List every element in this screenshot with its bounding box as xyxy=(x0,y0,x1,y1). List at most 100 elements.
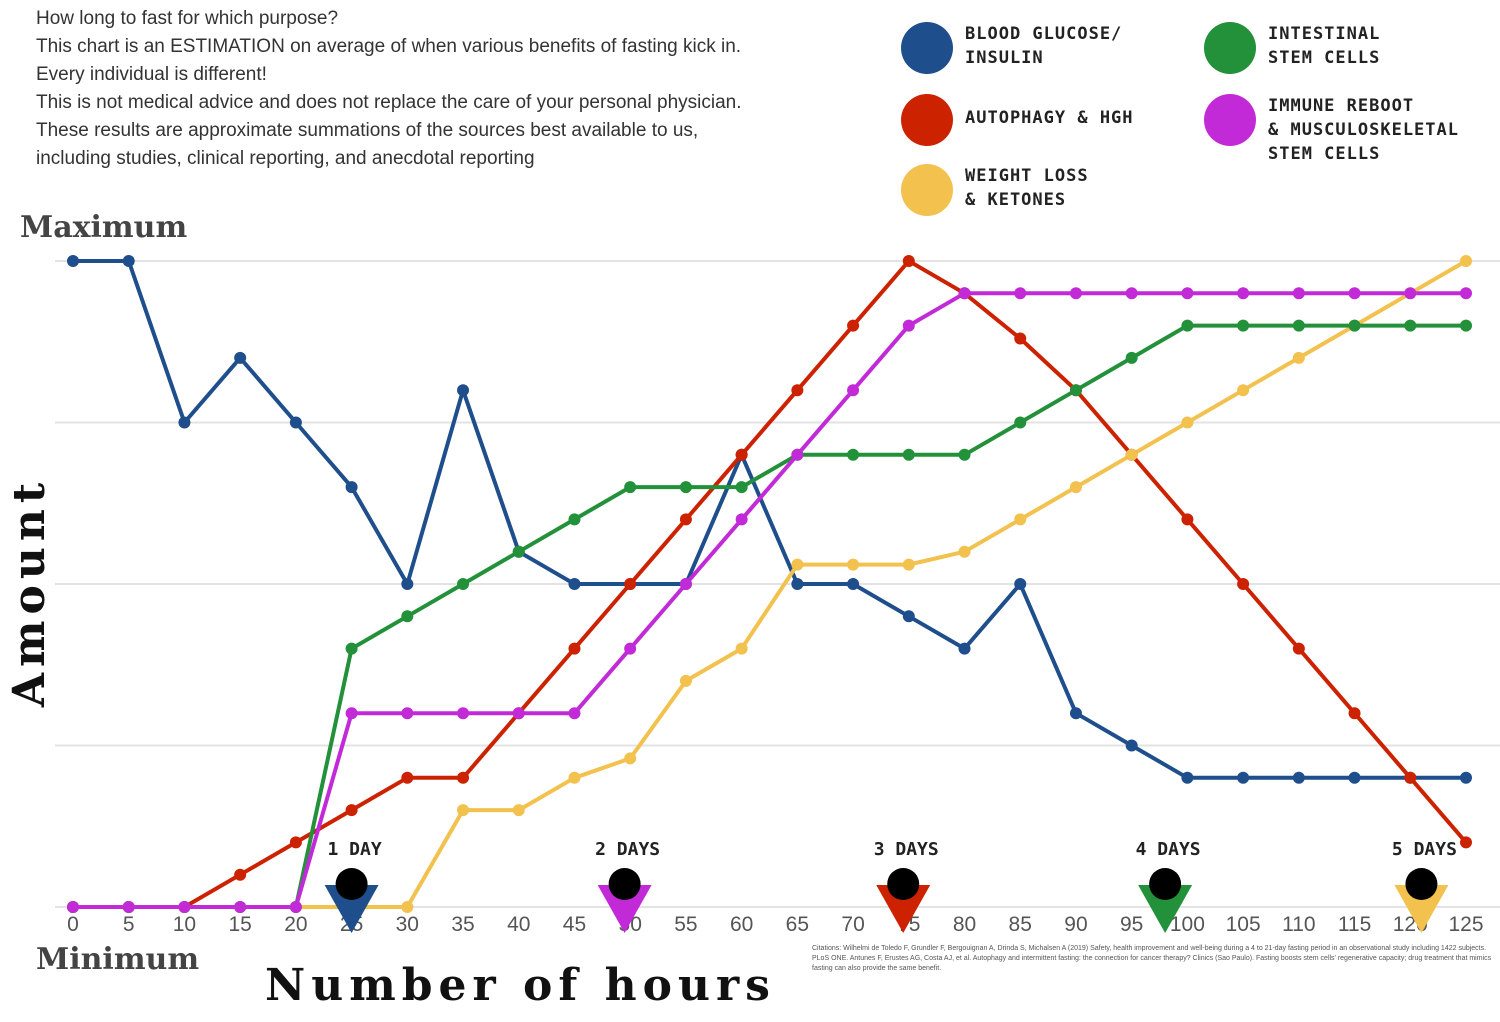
note-line: These results are approximate summations… xyxy=(36,120,699,141)
data-point xyxy=(791,558,804,571)
legend-swatch xyxy=(901,94,953,146)
data-point xyxy=(1181,319,1194,332)
marker-dot xyxy=(1149,868,1182,900)
x-tick-label: 90 xyxy=(1064,913,1087,936)
data-point xyxy=(624,642,637,655)
data-point xyxy=(1348,287,1361,300)
note-line: This chart is an ESTIMATION on average o… xyxy=(36,36,742,57)
marker-dot xyxy=(887,868,920,900)
x-tick-label: 10 xyxy=(173,913,196,936)
data-point xyxy=(735,481,748,494)
data-point xyxy=(289,416,302,429)
note-line: Every individual is different! xyxy=(36,64,267,85)
data-point xyxy=(624,578,637,590)
x-tick-label: 5 xyxy=(123,913,135,936)
data-point xyxy=(1460,771,1472,784)
data-point xyxy=(1404,771,1417,784)
data-point xyxy=(512,707,525,720)
x-axis-title: Number of hours xyxy=(265,960,776,1011)
note-line: This is not medical advice and does not … xyxy=(36,92,742,113)
x-tick-label: 60 xyxy=(730,913,753,936)
marker-triangle xyxy=(1394,885,1449,933)
data-point xyxy=(1069,481,1082,494)
x-tick-label: 45 xyxy=(563,913,586,936)
data-point xyxy=(568,642,581,655)
data-point xyxy=(1014,416,1027,429)
data-point xyxy=(401,771,414,784)
y-tick-label: Maximum xyxy=(20,210,187,245)
legend-label: INTESTINAL STEM CELLS xyxy=(1268,24,1381,68)
x-tick-label: 95 xyxy=(1120,913,1143,936)
marker-triangle xyxy=(324,885,379,933)
x-tick-label: 80 xyxy=(953,913,976,936)
series-line xyxy=(73,291,1466,909)
data-point xyxy=(1460,836,1472,849)
data-point xyxy=(289,901,302,913)
data-point xyxy=(735,513,748,526)
data-point xyxy=(1292,319,1305,332)
data-point xyxy=(457,707,470,720)
data-point xyxy=(791,384,804,397)
marker-triangle xyxy=(876,885,931,933)
data-point xyxy=(902,610,915,623)
marker-dot xyxy=(1405,868,1438,900)
legend-label: WEIGHT LOSS & KETONES xyxy=(965,166,1089,210)
data-point xyxy=(847,448,860,461)
x-tick-label: 55 xyxy=(674,913,697,936)
data-point xyxy=(1237,578,1250,590)
data-point xyxy=(1237,287,1250,300)
data-point xyxy=(735,448,748,461)
data-point xyxy=(847,558,860,571)
data-point xyxy=(1237,319,1250,332)
x-tick-label: 70 xyxy=(841,913,864,936)
x-tick-label: 105 xyxy=(1226,913,1261,936)
legend-label: IMMUNE REBOOT & MUSCULOSKELETAL STEM CEL… xyxy=(1268,96,1459,164)
legend-swatch xyxy=(901,164,953,216)
data-point xyxy=(234,868,247,881)
x-tick-label: 15 xyxy=(228,913,251,936)
x-tick-label: 40 xyxy=(507,913,530,936)
legend-label: AUTOPHAGY & HGH xyxy=(965,108,1134,128)
data-point xyxy=(345,481,358,494)
data-point xyxy=(568,771,581,784)
series-line xyxy=(73,259,1466,780)
data-point xyxy=(958,448,971,461)
data-point xyxy=(958,642,971,655)
data-point xyxy=(1125,287,1138,300)
x-tick-label: 35 xyxy=(451,913,474,936)
data-point xyxy=(457,771,470,784)
data-point xyxy=(1069,287,1082,300)
data-point xyxy=(1460,287,1472,300)
series-line xyxy=(73,259,1468,909)
x-tick-label: 20 xyxy=(284,913,307,936)
data-point xyxy=(1237,771,1250,784)
data-point xyxy=(791,448,804,461)
x-tick-label: 65 xyxy=(786,913,809,936)
data-point xyxy=(1292,771,1305,784)
citations: Citations: Wilhelmi de Toledo F, Grundle… xyxy=(812,945,1492,972)
data-point xyxy=(234,351,247,364)
data-point xyxy=(735,642,748,655)
series-line xyxy=(73,323,1466,909)
data-point xyxy=(1404,287,1417,300)
marker-label: 3 DAYS xyxy=(874,839,939,860)
data-point xyxy=(512,545,525,558)
title: How long to fast for which purpose? xyxy=(36,8,339,29)
data-point xyxy=(902,558,915,571)
data-point xyxy=(847,319,860,332)
data-point xyxy=(67,255,79,267)
data-point xyxy=(624,752,637,765)
y-axis-title: Amount xyxy=(4,477,55,708)
data-point xyxy=(1292,287,1305,300)
data-point xyxy=(401,610,414,623)
data-point xyxy=(1460,255,1472,267)
data-point xyxy=(1348,319,1361,332)
x-tick-label: 125 xyxy=(1448,913,1483,936)
legend-swatch xyxy=(1204,94,1256,146)
data-point xyxy=(512,804,525,817)
data-point xyxy=(178,901,191,913)
data-point xyxy=(679,481,692,494)
data-point xyxy=(902,448,915,461)
data-point xyxy=(958,545,971,558)
